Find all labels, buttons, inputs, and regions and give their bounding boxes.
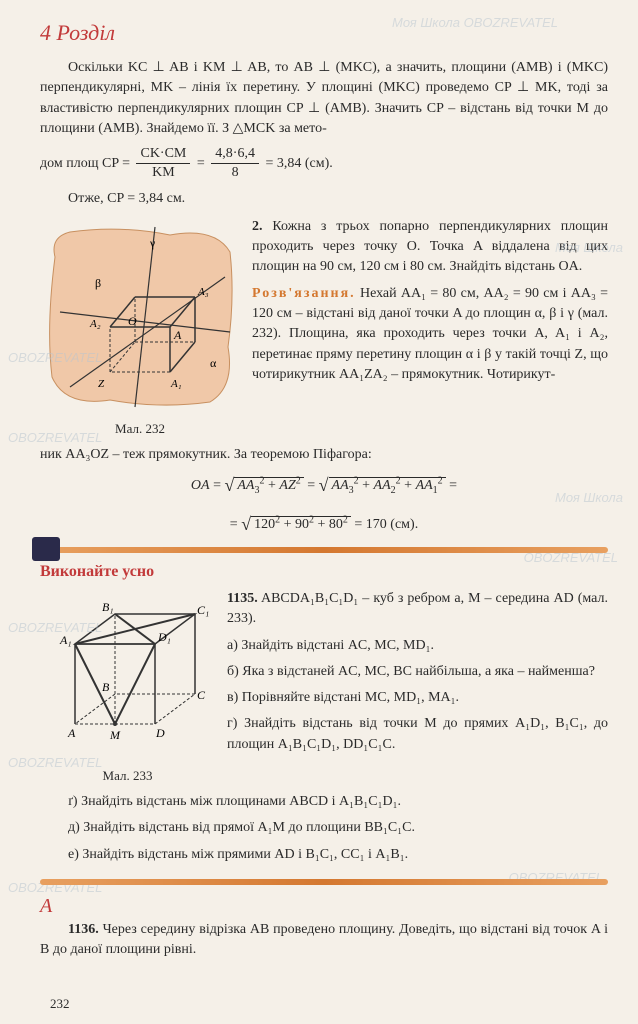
svg-text:C₁: C₁: [197, 603, 209, 617]
paragraph-continued: ник AA₃OZ – теж прямокутник. За теоремою…: [40, 445, 608, 465]
task-1135-gr: ґ) Знайдіть відстань між площинами ABCD …: [40, 792, 608, 812]
svg-text:A: A: [173, 328, 182, 342]
task-1135-b: б) Яка з відстаней AC, MC, BC найбільша,…: [227, 662, 608, 682]
task-1135-a: а) Знайдіть відстані AC, MC, MD₁.: [227, 636, 608, 656]
section-divider-2: [40, 879, 608, 885]
paragraph-otje: Отже, CP = 3,84 см.: [40, 189, 608, 209]
svg-text:A₁: A₁: [59, 633, 72, 647]
figure-232: O A A₁ A₂ A₃ Z α β γ: [40, 217, 240, 417]
svg-text:M: M: [109, 728, 121, 742]
task-1136: 1136. Через середину відрізка AB проведе…: [40, 920, 608, 961]
svg-text:B₁: B₁: [102, 600, 114, 614]
task-1135-e: е) Знайдіть відстань між прямими AD і B₁…: [40, 845, 608, 865]
svg-text:D₁: D₁: [157, 630, 171, 644]
svg-text:β: β: [95, 276, 101, 290]
svg-text:O: O: [128, 314, 137, 328]
section-divider: [40, 547, 608, 553]
formula-cp: дом площ CP = CK·CMKM = 4,8·6,48 = 3,84 …: [40, 145, 608, 182]
figure-232-caption: Мал. 232: [40, 421, 240, 437]
svg-text:B: B: [102, 680, 110, 694]
svg-text:α: α: [210, 356, 217, 370]
page-number: 232: [50, 996, 70, 1012]
task-1135: 1135. ABCDA₁B₁C₁D₁ – куб з ребром a, M –…: [227, 589, 608, 630]
paragraph-1: Оскільки KC ⊥ AB і KM ⊥ AB, то AB ⊥ (MKC…: [40, 58, 608, 139]
figure-233: A M D C B A₁ B₁ C₁ D₁: [40, 589, 215, 764]
svg-text:A₃: A₃: [197, 286, 209, 298]
svg-text:Z: Z: [98, 378, 105, 390]
svg-text:D: D: [155, 726, 165, 740]
chapter-label: 4 Розділ: [40, 20, 608, 46]
task-1135-v: в) Порівняйте відстані MC, MD₁, MA₁.: [227, 688, 608, 708]
svg-text:C: C: [197, 688, 206, 702]
level-a-marker: А: [40, 895, 608, 918]
problem-2-solution: Розв'язання. Нехай AA₁ = 80 см, AA₂ = 90…: [252, 284, 608, 385]
svg-text:A: A: [67, 726, 76, 740]
task-1135-g: г) Знайдіть відстань від точки M до прям…: [227, 714, 608, 755]
figure-233-caption: Мал. 233: [40, 768, 215, 784]
svg-text:A₁: A₁: [170, 378, 182, 390]
svg-text:A₂: A₂: [89, 318, 101, 330]
svg-text:γ: γ: [149, 236, 156, 250]
formula-oa: OA = √AA32 + AZ2 = √AA32 + AA22 + AA12 =…: [40, 473, 608, 533]
problem-2-statement: 2. Кожна з трьох попарно перпендикулярни…: [252, 217, 608, 278]
section-oral-title: Виконайте усно: [40, 563, 608, 581]
task-1135-d: д) Знайдіть відстань від прямої A₁M до п…: [40, 818, 608, 838]
